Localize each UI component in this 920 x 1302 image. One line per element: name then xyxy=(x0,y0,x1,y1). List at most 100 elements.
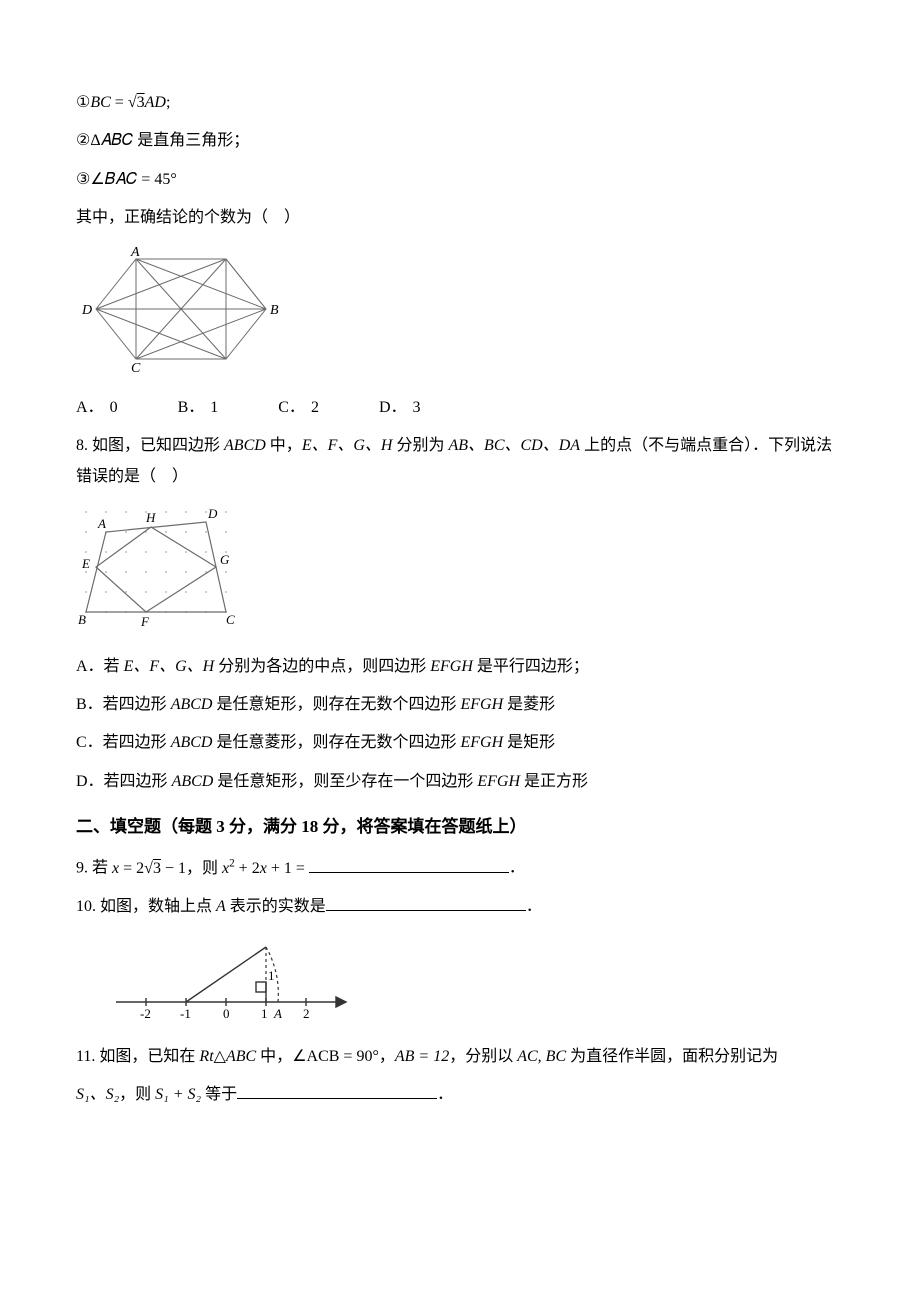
q11-line2: S₁、S₂，则 S₁ + S₂ 等于． xyxy=(76,1080,844,1110)
stmt-3: ③∠𝐵𝐴𝐶 = 45° xyxy=(76,165,844,195)
q8b-efgh: EFGH xyxy=(460,696,503,713)
q8-opt-c: C．若四边形 ABCD 是任意菱形，则存在无数个四边形 EFGH 是矩形 xyxy=(76,728,844,758)
q11-line1: 11. 如图，已知在 Rt△ABC 中，∠ACB = 90°，AB = 12，分… xyxy=(76,1042,844,1072)
q11-s1s2: S₁、S₂ xyxy=(76,1086,119,1103)
stmt-1-math: BC = √3AD xyxy=(90,94,166,111)
svg-text:C: C xyxy=(226,612,235,627)
q8a-pre: A．若 xyxy=(76,658,124,675)
q9-post: ． xyxy=(509,860,525,877)
section-2-text: 二、填空题（每题 3 分，满分 18 分，将答案填在答题纸上） xyxy=(76,817,527,836)
q11-eq: 等于 xyxy=(201,1086,237,1103)
svg-text:0: 0 xyxy=(223,1006,230,1021)
q8-sides: AB、BC、CD、DA xyxy=(449,437,581,454)
q8-efgh1: E、F、G、H xyxy=(302,437,393,454)
q11-m1: 中， xyxy=(256,1048,292,1065)
q10-A: A xyxy=(216,898,226,915)
q8b-pre: B．若四边形 xyxy=(76,696,171,713)
q8c-abcd: ABCD xyxy=(171,734,213,751)
q11-m2: ， xyxy=(379,1048,395,1065)
svg-text:D: D xyxy=(207,506,218,521)
figure-quad: A B C D E F G H xyxy=(76,502,844,643)
q8b-post: 是菱形 xyxy=(503,696,555,713)
quad-lines xyxy=(86,522,226,612)
q9-pre: 9. 若 xyxy=(76,860,112,877)
svg-text:B: B xyxy=(78,612,86,627)
q8d-pre: D．若四边形 xyxy=(76,773,172,790)
q7-opt-c: C． 2 xyxy=(278,393,319,423)
stmt-2: ②Δ𝐴𝐵𝐶 是直角三角形； xyxy=(76,126,844,156)
stmt-3-text: ③∠𝐵𝐴𝐶 = 45° xyxy=(76,171,177,188)
q7-opt-b-val: 1 xyxy=(210,399,218,416)
q11-l2-post: ． xyxy=(437,1086,453,1103)
q11-m3: ，分别以 xyxy=(449,1048,517,1065)
q10: 10. 如图，数轴上点 A 表示的实数是 ． xyxy=(76,892,844,922)
q8c-post: 是矩形 xyxy=(503,734,555,751)
svg-text:A: A xyxy=(273,1006,282,1021)
figure-numberline: -2 -1 0 1 A 2 1 xyxy=(106,932,844,1033)
section-2-heading: 二、填空题（每题 3 分，满分 18 分，将答案填在答题纸上） xyxy=(76,811,844,843)
stmt-1-semi: ; xyxy=(166,94,170,111)
q8c-pre: C．若四边形 xyxy=(76,734,171,751)
svg-text:B: B xyxy=(270,303,279,318)
stmt-2-text: ②Δ𝐴𝐵𝐶 是直角三角形； xyxy=(76,132,249,149)
opt-a-label: A． xyxy=(76,399,104,416)
q7-opt-c-val: 2 xyxy=(311,399,319,416)
q8d-mid: 是任意矩形，则至少存在一个四边形 xyxy=(213,773,477,790)
q8-m2: 分别为 xyxy=(392,437,448,454)
stmt-1-num: ① xyxy=(76,94,90,111)
q8-pre: 8. 如图，已知四边形 xyxy=(76,437,224,454)
q11-blank xyxy=(237,1082,437,1099)
q11-pre: 11. 如图，已知在 xyxy=(76,1048,199,1065)
q11-tri: △ xyxy=(214,1048,226,1065)
q8b-mid: 是任意矩形，则存在无数个四边形 xyxy=(212,696,460,713)
q10-blank xyxy=(326,894,526,911)
q8a-mid: 分别为各边的中点，则四边形 xyxy=(214,658,430,675)
q11-post: 为直径作半圆，面积分别记为 xyxy=(566,1048,778,1065)
q7-opt-a: A．0 xyxy=(76,393,118,423)
stmt-1: ①BC = √3AD; xyxy=(76,88,844,118)
q8-opt-d: D．若四边形 ABCD 是任意矩形，则至少存在一个四边形 EFGH 是正方形 xyxy=(76,767,844,797)
q8-opt-a: A．若 E、F、G、H 分别为各边的中点，则四边形 EFGH 是平行四边形； xyxy=(76,652,844,682)
q7-prompt-text: 其中，正确结论的个数为（ ） xyxy=(76,209,300,226)
dot-grid xyxy=(85,511,227,613)
q7-opt-d-val: 3 xyxy=(413,399,421,416)
svg-text:A: A xyxy=(97,516,106,531)
q8-m1: 中， xyxy=(266,437,302,454)
svg-text:1: 1 xyxy=(268,968,275,983)
q8-stem: 8. 如图，已知四边形 ABCD 中，E、F、G、H 分别为 AB、BC、CD、… xyxy=(76,431,844,492)
q9: 9. 若 x = 2√3 − 1，则 x2 + 2x + 1 = ． xyxy=(76,853,844,884)
q8b-abcd: ABCD xyxy=(171,696,213,713)
quad-svg: A B C D E F G H xyxy=(76,502,246,632)
q11-sum: S₁ + S₂ xyxy=(155,1086,201,1103)
q8-opt-b: B．若四边形 ABCD 是任意矩形，则存在无数个四边形 EFGH 是菱形 xyxy=(76,690,844,720)
q10-post: ． xyxy=(526,898,542,915)
q11-acbc: AC, BC xyxy=(517,1048,566,1065)
svg-text:-1: -1 xyxy=(180,1006,191,1021)
svg-text:2: 2 xyxy=(303,1006,310,1021)
q11-ab: AB = 12 xyxy=(395,1048,449,1065)
q9-math: x = 2√3 − 1，则 x2 + 2x + 1 = xyxy=(112,860,309,877)
hexagon-svg: A B C D xyxy=(76,244,286,374)
svg-text:D: D xyxy=(81,303,92,318)
q8c-efgh: EFGH xyxy=(460,734,503,751)
svg-text:1: 1 xyxy=(261,1006,268,1021)
svg-text:A: A xyxy=(130,245,140,260)
quad-labels: A B C D E F G H xyxy=(78,506,235,629)
svg-text:-2: -2 xyxy=(140,1006,151,1021)
page-content: ①BC = √3AD; ②Δ𝐴𝐵𝐶 是直角三角形； ③∠𝐵𝐴𝐶 = 45° 其中… xyxy=(0,0,920,1159)
q7-opt-d: D．3 xyxy=(379,393,421,423)
svg-text:F: F xyxy=(140,614,150,629)
q8-abcd: ABCD xyxy=(224,437,266,454)
q10-pre: 10. 如图，数轴上点 xyxy=(76,898,216,915)
svg-text:G: G xyxy=(220,552,230,567)
opt-c-label: C． xyxy=(278,399,305,416)
q11-abc: ABC xyxy=(226,1048,256,1065)
q11-angle: ∠ACB = 90° xyxy=(292,1048,379,1065)
q7-opt-b: B． 1 xyxy=(178,393,219,423)
q7-prompt: 其中，正确结论的个数为（ ） xyxy=(76,203,844,233)
numberline-svg: -2 -1 0 1 A 2 1 xyxy=(106,932,366,1022)
q8d-efgh: EFGH xyxy=(477,773,520,790)
q10-mid: 表示的实数是 xyxy=(226,898,326,915)
opt-b-label: B． xyxy=(178,399,205,416)
q7-options: A．0 B． 1 C． 2 D．3 xyxy=(76,393,844,423)
